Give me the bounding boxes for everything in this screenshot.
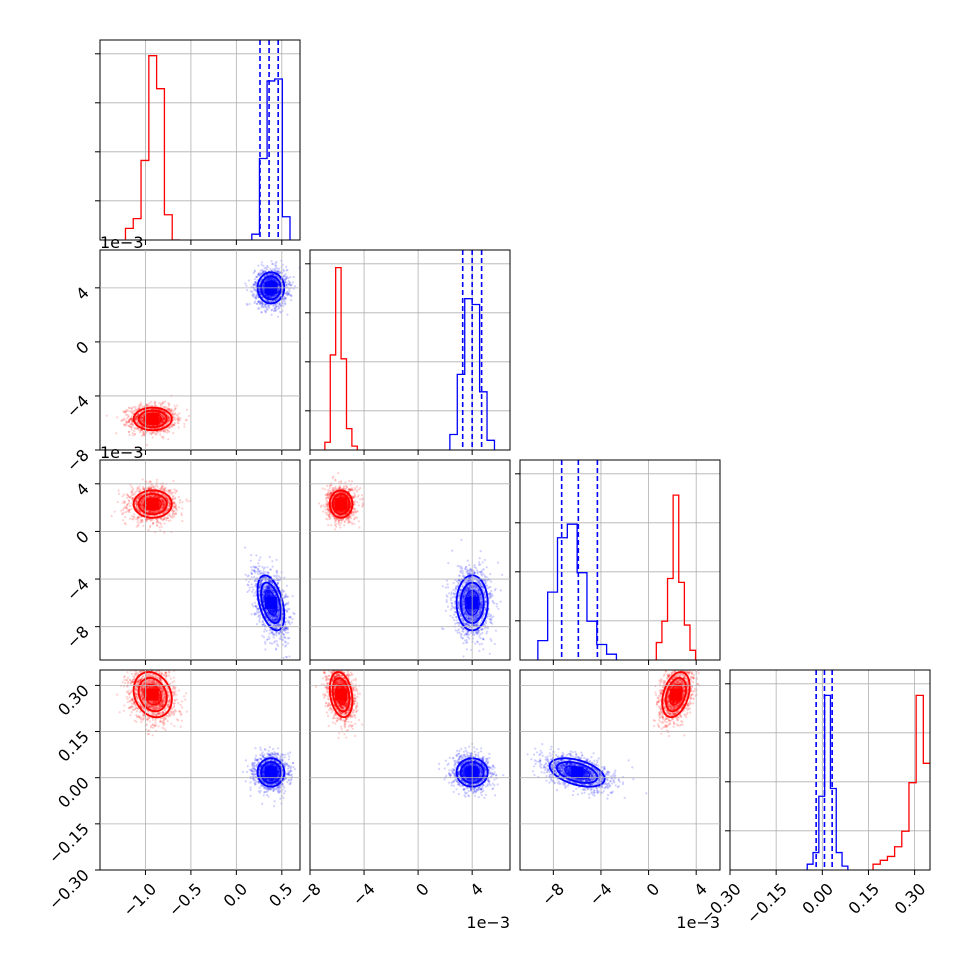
panel-frame: [99, 459, 301, 661]
density-peak-0: [669, 688, 682, 701]
y-offset-label: 1e−3: [100, 233, 144, 252]
histogram-1-0: [251, 78, 291, 240]
x-tick-label: 0: [643, 879, 664, 900]
panel-2-0: 4 0 −4 −8: [63, 459, 301, 665]
panel-frame: [99, 669, 301, 871]
panel-2-2: [515, 459, 721, 665]
histogram-0-2: [655, 494, 697, 660]
x-tick-label: −4: [586, 879, 616, 909]
y-tick-label: −8: [63, 445, 93, 475]
x-tick-label: 0.5: [265, 879, 296, 910]
density-peak-0: [335, 498, 348, 511]
y-tick-label: 0.00: [54, 773, 93, 812]
panel-frame: [519, 459, 721, 661]
panel-frame: [309, 249, 511, 451]
x-tick-label: −0.5: [165, 879, 206, 920]
panel-3-0: −1.0 −0.5 0.0 0.5 0.30 0.15 0.00 −0.15−0.30: [45, 669, 301, 920]
x-tick-label: 4: [466, 879, 487, 900]
panel-1-0: 4 0 −4 −8: [63, 249, 301, 476]
panel-frame: [99, 39, 301, 241]
x-tick-label: −1.0: [119, 879, 160, 920]
density-peak-1: [264, 596, 277, 609]
histogram-0-1: [324, 266, 358, 450]
y-tick-label: 4: [72, 283, 93, 304]
x-tick-label: 0.30: [891, 879, 930, 918]
y-offset-label: 1e−3: [100, 443, 144, 462]
y-tick-label: −0.30: [45, 865, 93, 913]
density-peak-1: [571, 766, 584, 779]
x-tick-label: 0.15: [845, 879, 884, 918]
panel-0-0: [95, 39, 301, 245]
density-peak-1: [264, 766, 277, 779]
density-peak-0: [146, 498, 159, 511]
x-tick-label: −8: [295, 879, 325, 909]
panel-frame: [519, 669, 721, 871]
panel-1-1: [305, 249, 511, 455]
x-tick-label: −4: [349, 879, 379, 909]
y-tick-label: −4: [63, 391, 93, 421]
histogram-0-3: [872, 694, 930, 870]
x-tick-label: −8: [538, 879, 568, 909]
y-tick-label: 0.15: [54, 727, 93, 766]
y-tick-label: 0: [72, 337, 93, 358]
panel-3-3: −0.30−0.15 0.00 0.15 0.30: [697, 669, 931, 927]
y-tick-label: 0: [72, 527, 93, 548]
x-tick-label: 4: [690, 879, 711, 900]
x-offset-label: 1e−3: [676, 913, 720, 932]
panel-3-1: −8 −4 0 4: [295, 669, 511, 909]
panel-2-1: [309, 459, 511, 665]
y-tick-label: −4: [63, 574, 93, 604]
density-peak-0: [335, 688, 348, 701]
histogram-0-0: [124, 55, 180, 240]
x-tick-label: 0: [412, 879, 433, 900]
panel-frame: [99, 249, 301, 451]
panel-3-2: −8 −4 0 4: [519, 669, 721, 909]
density-peak-0: [146, 688, 159, 701]
panel-frame: [729, 669, 931, 871]
histogram-1-3: [806, 694, 849, 870]
y-tick-label: 4: [72, 479, 93, 500]
panel-frame: [309, 669, 511, 871]
x-offset-label: 1e−3: [466, 913, 510, 932]
y-tick-label: −8: [63, 622, 93, 652]
x-tick-label: 0.0: [220, 879, 251, 910]
panel-frame: [309, 459, 511, 661]
x-tick-label: 0.00: [798, 879, 837, 918]
y-tick-label: −0.15: [45, 819, 93, 867]
x-tick-label: −0.15: [743, 879, 791, 927]
histogram-1-2: [537, 523, 618, 660]
y-tick-label: 0.30: [54, 681, 93, 720]
density-peak-0: [146, 412, 159, 425]
